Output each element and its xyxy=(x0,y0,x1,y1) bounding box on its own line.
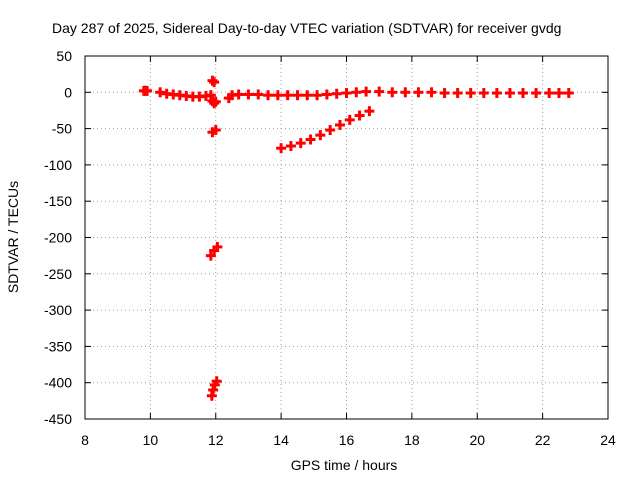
x-tick-label: 20 xyxy=(469,432,485,448)
y-axis-label: SDTVAR / TECUs xyxy=(5,181,21,293)
y-tick-label: -200 xyxy=(44,230,72,246)
x-tick-labels: 8 10 12 14 16 18 20 22 24 xyxy=(81,432,616,448)
data-point xyxy=(305,134,316,145)
data-point xyxy=(210,96,221,107)
data-point xyxy=(364,106,375,117)
data-point xyxy=(210,125,221,136)
data-point xyxy=(553,88,564,99)
data-point xyxy=(233,89,244,100)
x-tick-label: 22 xyxy=(535,432,551,448)
x-tick-label: 14 xyxy=(273,432,289,448)
y-tick-label: 0 xyxy=(64,84,72,100)
data-point xyxy=(518,88,529,99)
data-point xyxy=(400,87,411,98)
chart-title: Day 287 of 2025, Sidereal Day-to-day VTE… xyxy=(52,20,561,36)
y-tick-label: -400 xyxy=(44,375,72,391)
data-point xyxy=(263,90,274,101)
data-point xyxy=(426,87,437,98)
data-point xyxy=(374,86,385,97)
data-point xyxy=(295,138,306,149)
data-point xyxy=(354,110,365,121)
data-point xyxy=(205,90,216,101)
data-point xyxy=(282,90,293,101)
y-tick-label: -350 xyxy=(44,338,72,354)
data-point xyxy=(208,384,219,395)
data-point xyxy=(212,241,223,252)
y-tick-label: -450 xyxy=(44,411,72,427)
data-point xyxy=(341,88,352,99)
y-tick-label: -150 xyxy=(44,193,72,209)
x-tick-label: 8 xyxy=(81,432,89,448)
data-markers xyxy=(138,75,574,401)
y-tick-label: -250 xyxy=(44,266,72,282)
data-point xyxy=(491,88,502,99)
data-point xyxy=(292,90,303,101)
data-point xyxy=(563,88,574,99)
y-tick-label: 50 xyxy=(56,48,72,64)
grid xyxy=(85,56,608,419)
x-tick-label: 12 xyxy=(208,432,224,448)
data-point xyxy=(315,130,326,141)
data-point xyxy=(361,86,372,97)
data-point xyxy=(312,90,323,101)
data-point xyxy=(302,90,313,101)
data-point xyxy=(142,85,153,96)
data-point xyxy=(209,77,220,88)
data-point xyxy=(452,88,463,99)
ticks xyxy=(84,55,609,420)
x-tick-label: 18 xyxy=(404,432,420,448)
data-point xyxy=(504,88,515,99)
data-point xyxy=(544,88,555,99)
data-point xyxy=(276,143,287,154)
data-point xyxy=(478,88,489,99)
data-point xyxy=(331,88,342,99)
y-tick-labels: 50 0 -50 -100 -150 -200 -250 -300 -350 -400 -450 xyxy=(44,48,72,427)
data-point xyxy=(285,141,296,152)
data-point xyxy=(351,87,362,98)
data-point xyxy=(211,376,222,387)
y-tick-label: -300 xyxy=(44,302,72,318)
x-axis-label: GPS time / hours xyxy=(291,457,398,473)
data-point xyxy=(439,88,450,99)
data-point xyxy=(253,89,264,100)
y-tick-label: -50 xyxy=(52,121,72,137)
data-point xyxy=(325,125,336,136)
data-point xyxy=(321,89,332,100)
y-tick-label: -100 xyxy=(44,157,72,173)
data-point xyxy=(465,88,476,99)
data-point xyxy=(531,88,542,99)
x-tick-label: 10 xyxy=(143,432,159,448)
data-point xyxy=(205,250,216,261)
x-tick-label: 16 xyxy=(339,432,355,448)
data-point xyxy=(344,114,355,125)
x-tick-label: 24 xyxy=(600,432,616,448)
data-point xyxy=(243,89,254,100)
data-point xyxy=(334,119,345,130)
data-point xyxy=(413,87,424,98)
data-point xyxy=(272,90,283,101)
data-point xyxy=(387,87,398,98)
